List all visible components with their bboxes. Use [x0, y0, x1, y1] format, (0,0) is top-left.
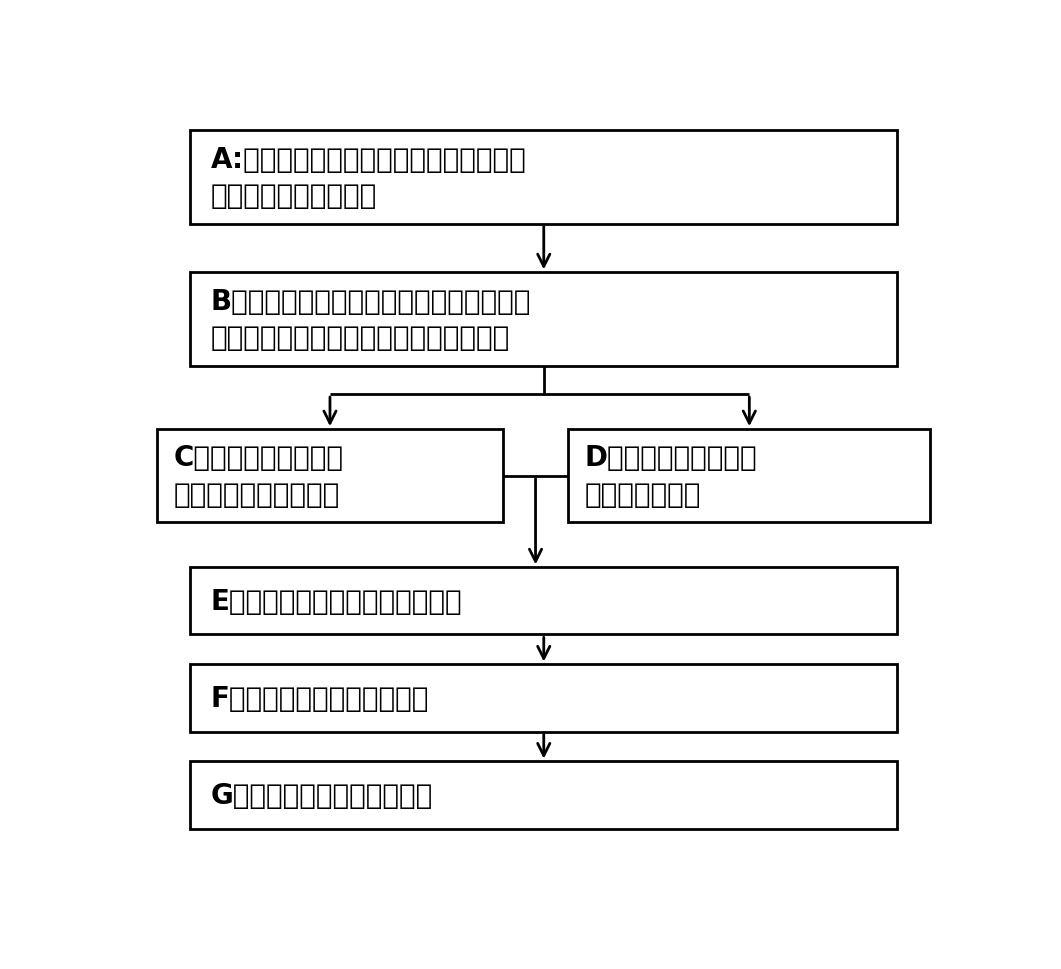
Bar — [190, 131, 898, 225]
Text: B：经过对钻孔数据的统计分析，获得探测
区地层的地电断面类型，确定电性标志层: B：经过对钻孔数据的统计分析，获得探测 区地层的地电断面类型，确定电性标志层 — [211, 287, 532, 352]
Bar — [569, 429, 930, 523]
Text: C：确定地层标志层及
其与电性标志层的距离: C：确定地层标志层及 其与电性标志层的距离 — [174, 444, 344, 509]
Bar — [190, 665, 898, 732]
Text: E：标注电性标志层与地层标志层: E：标注电性标志层与地层标志层 — [211, 587, 463, 615]
Text: A:根据钻孔电阻率测井曲线获取钻孔揭露
地层电阻率和深度信息: A:根据钻孔电阻率测井曲线获取钻孔揭露 地层电阻率和深度信息 — [211, 145, 526, 210]
Bar — [190, 273, 898, 366]
Text: D：确定拟校正断面图
上的电性标志层: D：确定拟校正断面图 上的电性标志层 — [585, 444, 758, 509]
Bar — [157, 429, 503, 523]
Bar — [190, 762, 898, 828]
Text: G：对所有测点进行层位校正: G：对所有测点进行层位校正 — [211, 781, 433, 809]
Bar — [190, 568, 898, 635]
Text: F：对比差异，确定补偿深度: F：对比差异，确定补偿深度 — [211, 684, 429, 712]
